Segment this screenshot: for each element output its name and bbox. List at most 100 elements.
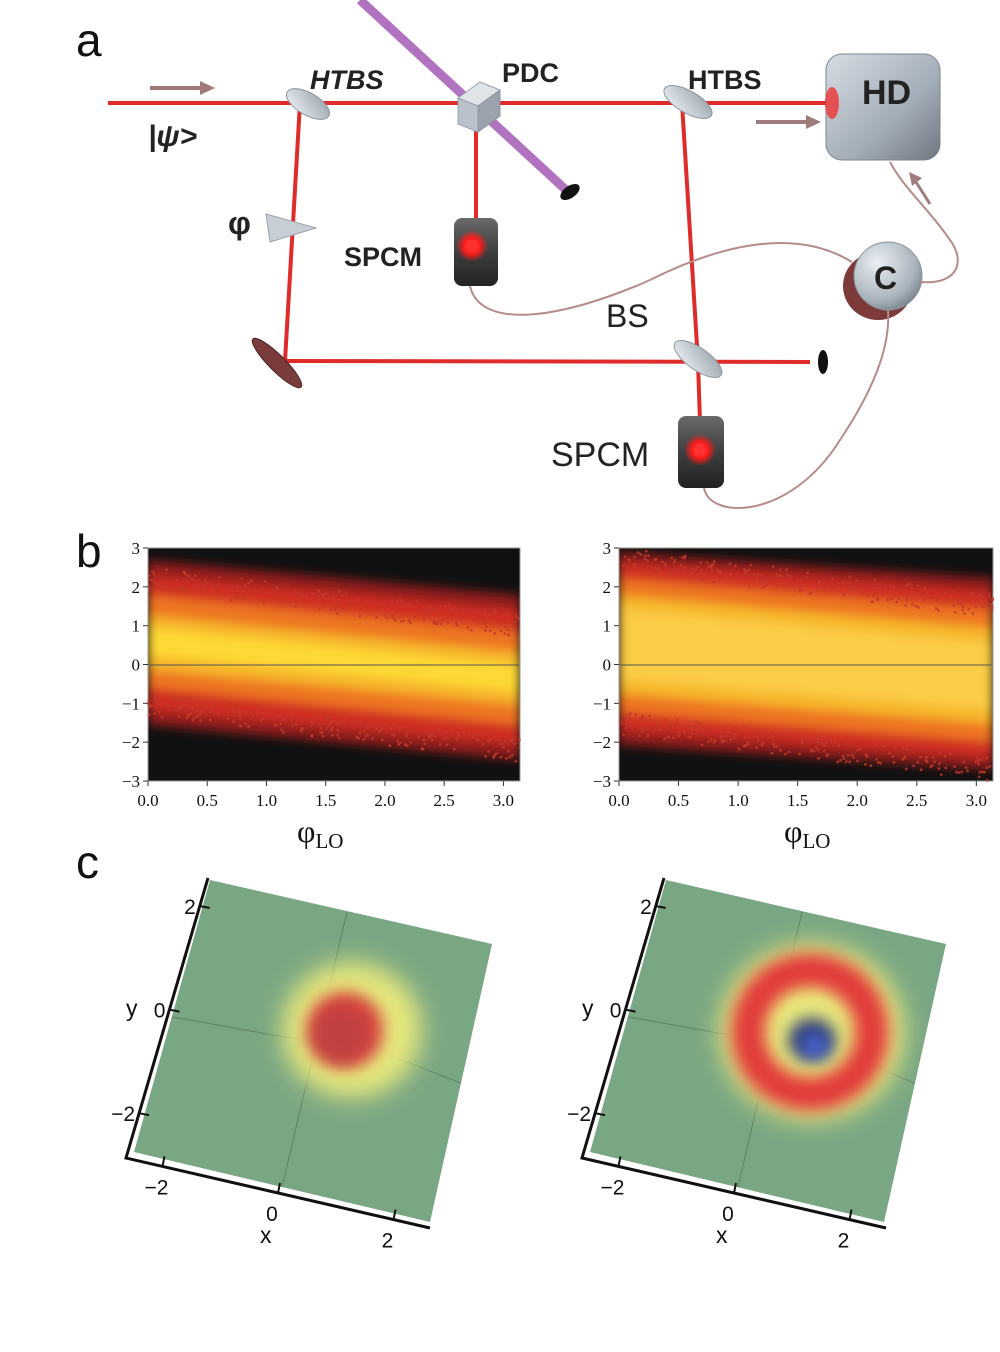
data-point xyxy=(790,582,794,586)
data-point xyxy=(189,711,193,715)
data-point xyxy=(217,591,220,595)
data-point xyxy=(319,726,323,730)
y-tick-label: 0 xyxy=(132,656,141,675)
data-point xyxy=(217,701,221,705)
data-point xyxy=(436,620,440,623)
data-point xyxy=(854,587,858,591)
data-point xyxy=(217,575,221,579)
data-point xyxy=(789,574,793,578)
y-tick-label: −3 xyxy=(593,772,611,791)
data-point xyxy=(323,604,327,608)
data-point xyxy=(344,591,348,595)
data-point xyxy=(785,568,788,571)
data-point xyxy=(984,599,988,603)
data-point xyxy=(165,587,169,591)
data-point xyxy=(932,760,936,763)
phase-label: φ xyxy=(228,205,251,241)
data-point xyxy=(623,555,627,559)
data-point xyxy=(719,570,722,574)
data-point xyxy=(912,764,916,768)
data-point xyxy=(987,592,991,596)
data-point xyxy=(488,629,492,633)
data-point xyxy=(934,607,938,611)
data-point xyxy=(192,700,196,704)
data-point xyxy=(332,595,335,599)
data-point xyxy=(402,604,405,608)
data-point xyxy=(375,615,378,619)
htbs-right-label: HTBS xyxy=(688,65,762,95)
x-tick-label: 0 xyxy=(722,1203,734,1226)
data-point xyxy=(422,738,426,742)
data-point xyxy=(454,610,458,614)
data-point xyxy=(405,744,409,747)
data-point xyxy=(990,605,994,609)
data-point xyxy=(975,755,979,759)
data-point xyxy=(278,591,282,595)
data-point xyxy=(493,609,497,613)
data-point xyxy=(748,574,752,578)
data-point xyxy=(439,612,443,616)
data-point xyxy=(716,569,720,573)
data-point xyxy=(707,565,710,568)
data-point xyxy=(687,726,691,730)
data-point xyxy=(247,581,250,584)
data-point xyxy=(481,742,485,746)
data-point xyxy=(203,587,207,591)
hd-label: HD xyxy=(862,74,911,112)
data-point xyxy=(825,585,829,588)
data-point xyxy=(656,722,660,725)
data-point xyxy=(956,601,960,605)
data-point xyxy=(201,582,204,586)
data-point xyxy=(269,707,273,711)
data-point xyxy=(471,735,475,738)
data-point xyxy=(511,737,515,741)
data-point xyxy=(294,723,298,727)
beam-splitter xyxy=(673,340,723,378)
data-point xyxy=(664,564,667,568)
data-point xyxy=(696,565,700,569)
data-point xyxy=(636,551,640,555)
data-point xyxy=(655,571,658,575)
data-point xyxy=(684,723,688,727)
data-point xyxy=(892,760,896,764)
data-point xyxy=(451,607,455,611)
data-point xyxy=(812,749,816,753)
coincidence-unit xyxy=(843,241,923,320)
data-point xyxy=(427,733,431,737)
data-point xyxy=(464,610,468,614)
data-point xyxy=(770,751,774,755)
data-point xyxy=(664,718,668,722)
data-point xyxy=(778,573,782,577)
data-point xyxy=(625,718,628,721)
data-point xyxy=(147,713,151,717)
data-point xyxy=(749,563,753,567)
data-point xyxy=(980,595,984,599)
data-point xyxy=(628,721,632,725)
data-point xyxy=(310,724,313,727)
data-point xyxy=(960,770,963,774)
data-point xyxy=(974,605,978,609)
data-point xyxy=(778,568,782,571)
data-point xyxy=(503,632,507,636)
data-point xyxy=(329,728,333,732)
data-point xyxy=(455,737,459,741)
data-point xyxy=(462,731,466,735)
y-tick-label: −2 xyxy=(111,1103,135,1126)
data-point xyxy=(499,742,503,746)
x-tick-label: 3.0 xyxy=(493,791,514,810)
data-point xyxy=(273,722,276,726)
data-point xyxy=(944,766,948,770)
data-point xyxy=(672,722,676,726)
data-point xyxy=(711,580,715,584)
data-point xyxy=(817,580,821,584)
data-point xyxy=(985,602,989,605)
x-tick-label: 0.0 xyxy=(608,791,629,810)
data-point xyxy=(485,625,488,628)
data-point xyxy=(390,598,394,602)
data-point xyxy=(309,720,313,724)
data-point xyxy=(852,755,855,759)
data-point xyxy=(409,740,413,744)
data-point xyxy=(370,736,374,740)
data-point xyxy=(674,573,677,577)
data-point xyxy=(634,713,638,717)
